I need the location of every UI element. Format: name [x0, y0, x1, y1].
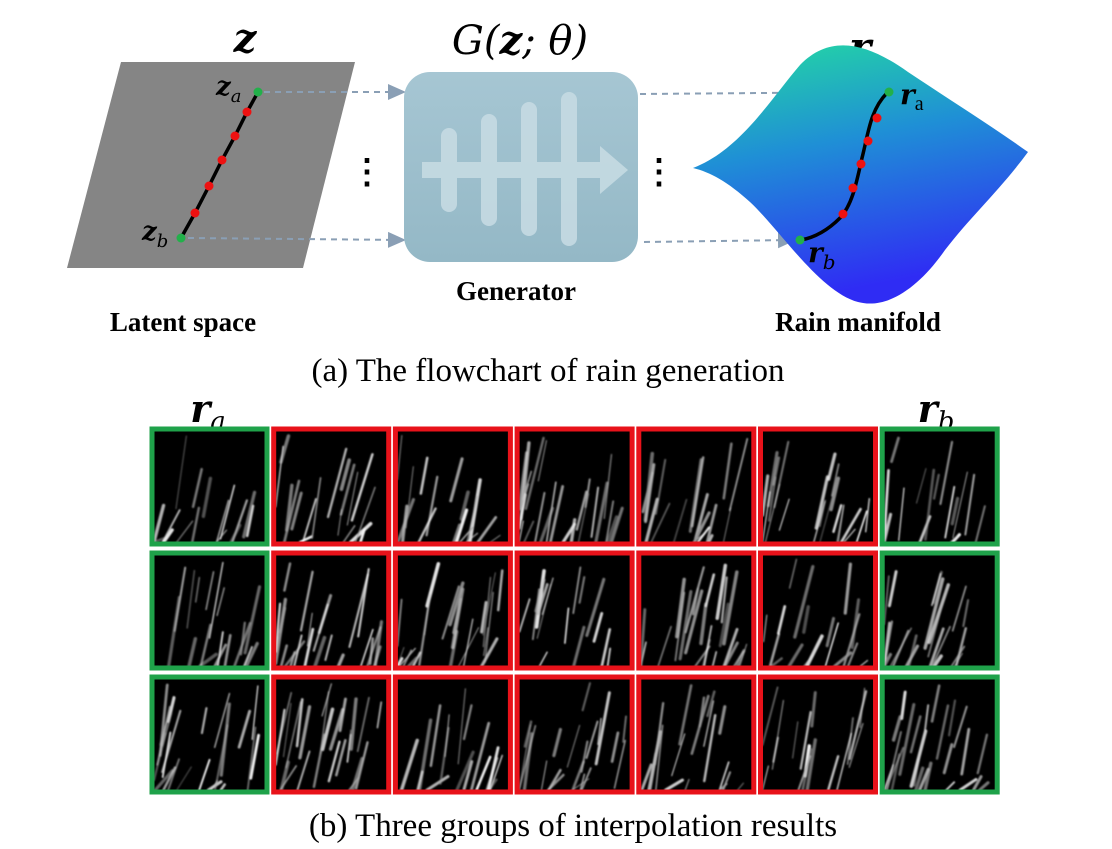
interpolated-thumbnail [758, 426, 878, 547]
endpoint-thumbnail [149, 426, 270, 547]
vertical-dots-right: ⋮ [642, 154, 676, 191]
interpolated-thumbnail [271, 550, 392, 671]
interpolated-thumbnail [636, 550, 757, 671]
manifold-path-point [863, 136, 873, 146]
manifold-point-b-label: rb [808, 236, 836, 274]
arrow-zb-to-generator [187, 231, 406, 248]
latent-path-point [242, 107, 252, 117]
latent-path-point [190, 208, 200, 218]
manifold-endpoint-a [884, 87, 894, 97]
interpolated-thumbnail [514, 674, 635, 795]
interpolated-thumbnail [271, 426, 392, 547]
latent-endpoint-b [176, 233, 186, 243]
network-layers-icon [422, 92, 628, 246]
latent-point-b-label: zb [141, 217, 168, 252]
latent-space-label: Latent space [110, 307, 256, 337]
rain-manifold-panel: r ra rb Rain manifold [693, 23, 1028, 337]
manifold-path-point [872, 113, 882, 123]
latent-path-point [204, 181, 214, 191]
interpolated-thumbnail [636, 426, 757, 547]
interpolation-grid [149, 426, 1000, 795]
manifold-surface [693, 45, 1028, 304]
latent-path-point [217, 155, 227, 165]
latent-space-panel: z za zb Latent space [67, 15, 355, 337]
endpoint-thumbnail [879, 674, 1000, 795]
caption-b: (b) Three groups of interpolation result… [309, 808, 837, 844]
manifold-path-point [856, 159, 866, 169]
interpolated-thumbnail [514, 426, 635, 547]
caption-a: (a) The flowchart of rain generation [311, 353, 784, 389]
interpolated-thumbnail [636, 674, 757, 795]
manifold-point-a-label: ra [900, 78, 924, 115]
vertical-dots-left: ⋮ [350, 154, 384, 191]
endpoint-thumbnail [879, 426, 1000, 547]
interpolated-thumbnail [271, 674, 392, 795]
interpolated-thumbnail [758, 550, 878, 671]
generator-label: Generator [456, 276, 576, 306]
latent-point-a-label: za [215, 72, 242, 107]
arrow-generator-to-rb [643, 232, 796, 249]
manifold-endpoint-b [795, 235, 805, 245]
latent-symbol: z [233, 15, 258, 62]
latent-endpoint-a [253, 87, 263, 97]
rain-manifold-label: Rain manifold [775, 307, 941, 337]
endpoint-thumbnail [149, 550, 270, 671]
manifold-path-point [848, 183, 858, 193]
latent-plane [67, 62, 355, 268]
interpolated-thumbnail [758, 674, 878, 795]
latent-path-point [230, 131, 240, 141]
generator-formula: G(z; θ) [452, 17, 588, 64]
interpolated-thumbnail [392, 674, 513, 795]
generator-block: G(z; θ) Generator [404, 17, 638, 306]
endpoint-thumbnail [149, 674, 270, 795]
interpolated-thumbnail [392, 426, 513, 547]
endpoint-thumbnail [879, 550, 1000, 671]
interpolated-thumbnail [514, 550, 635, 671]
interpolated-thumbnail [392, 550, 513, 671]
manifold-path-point [838, 209, 848, 219]
